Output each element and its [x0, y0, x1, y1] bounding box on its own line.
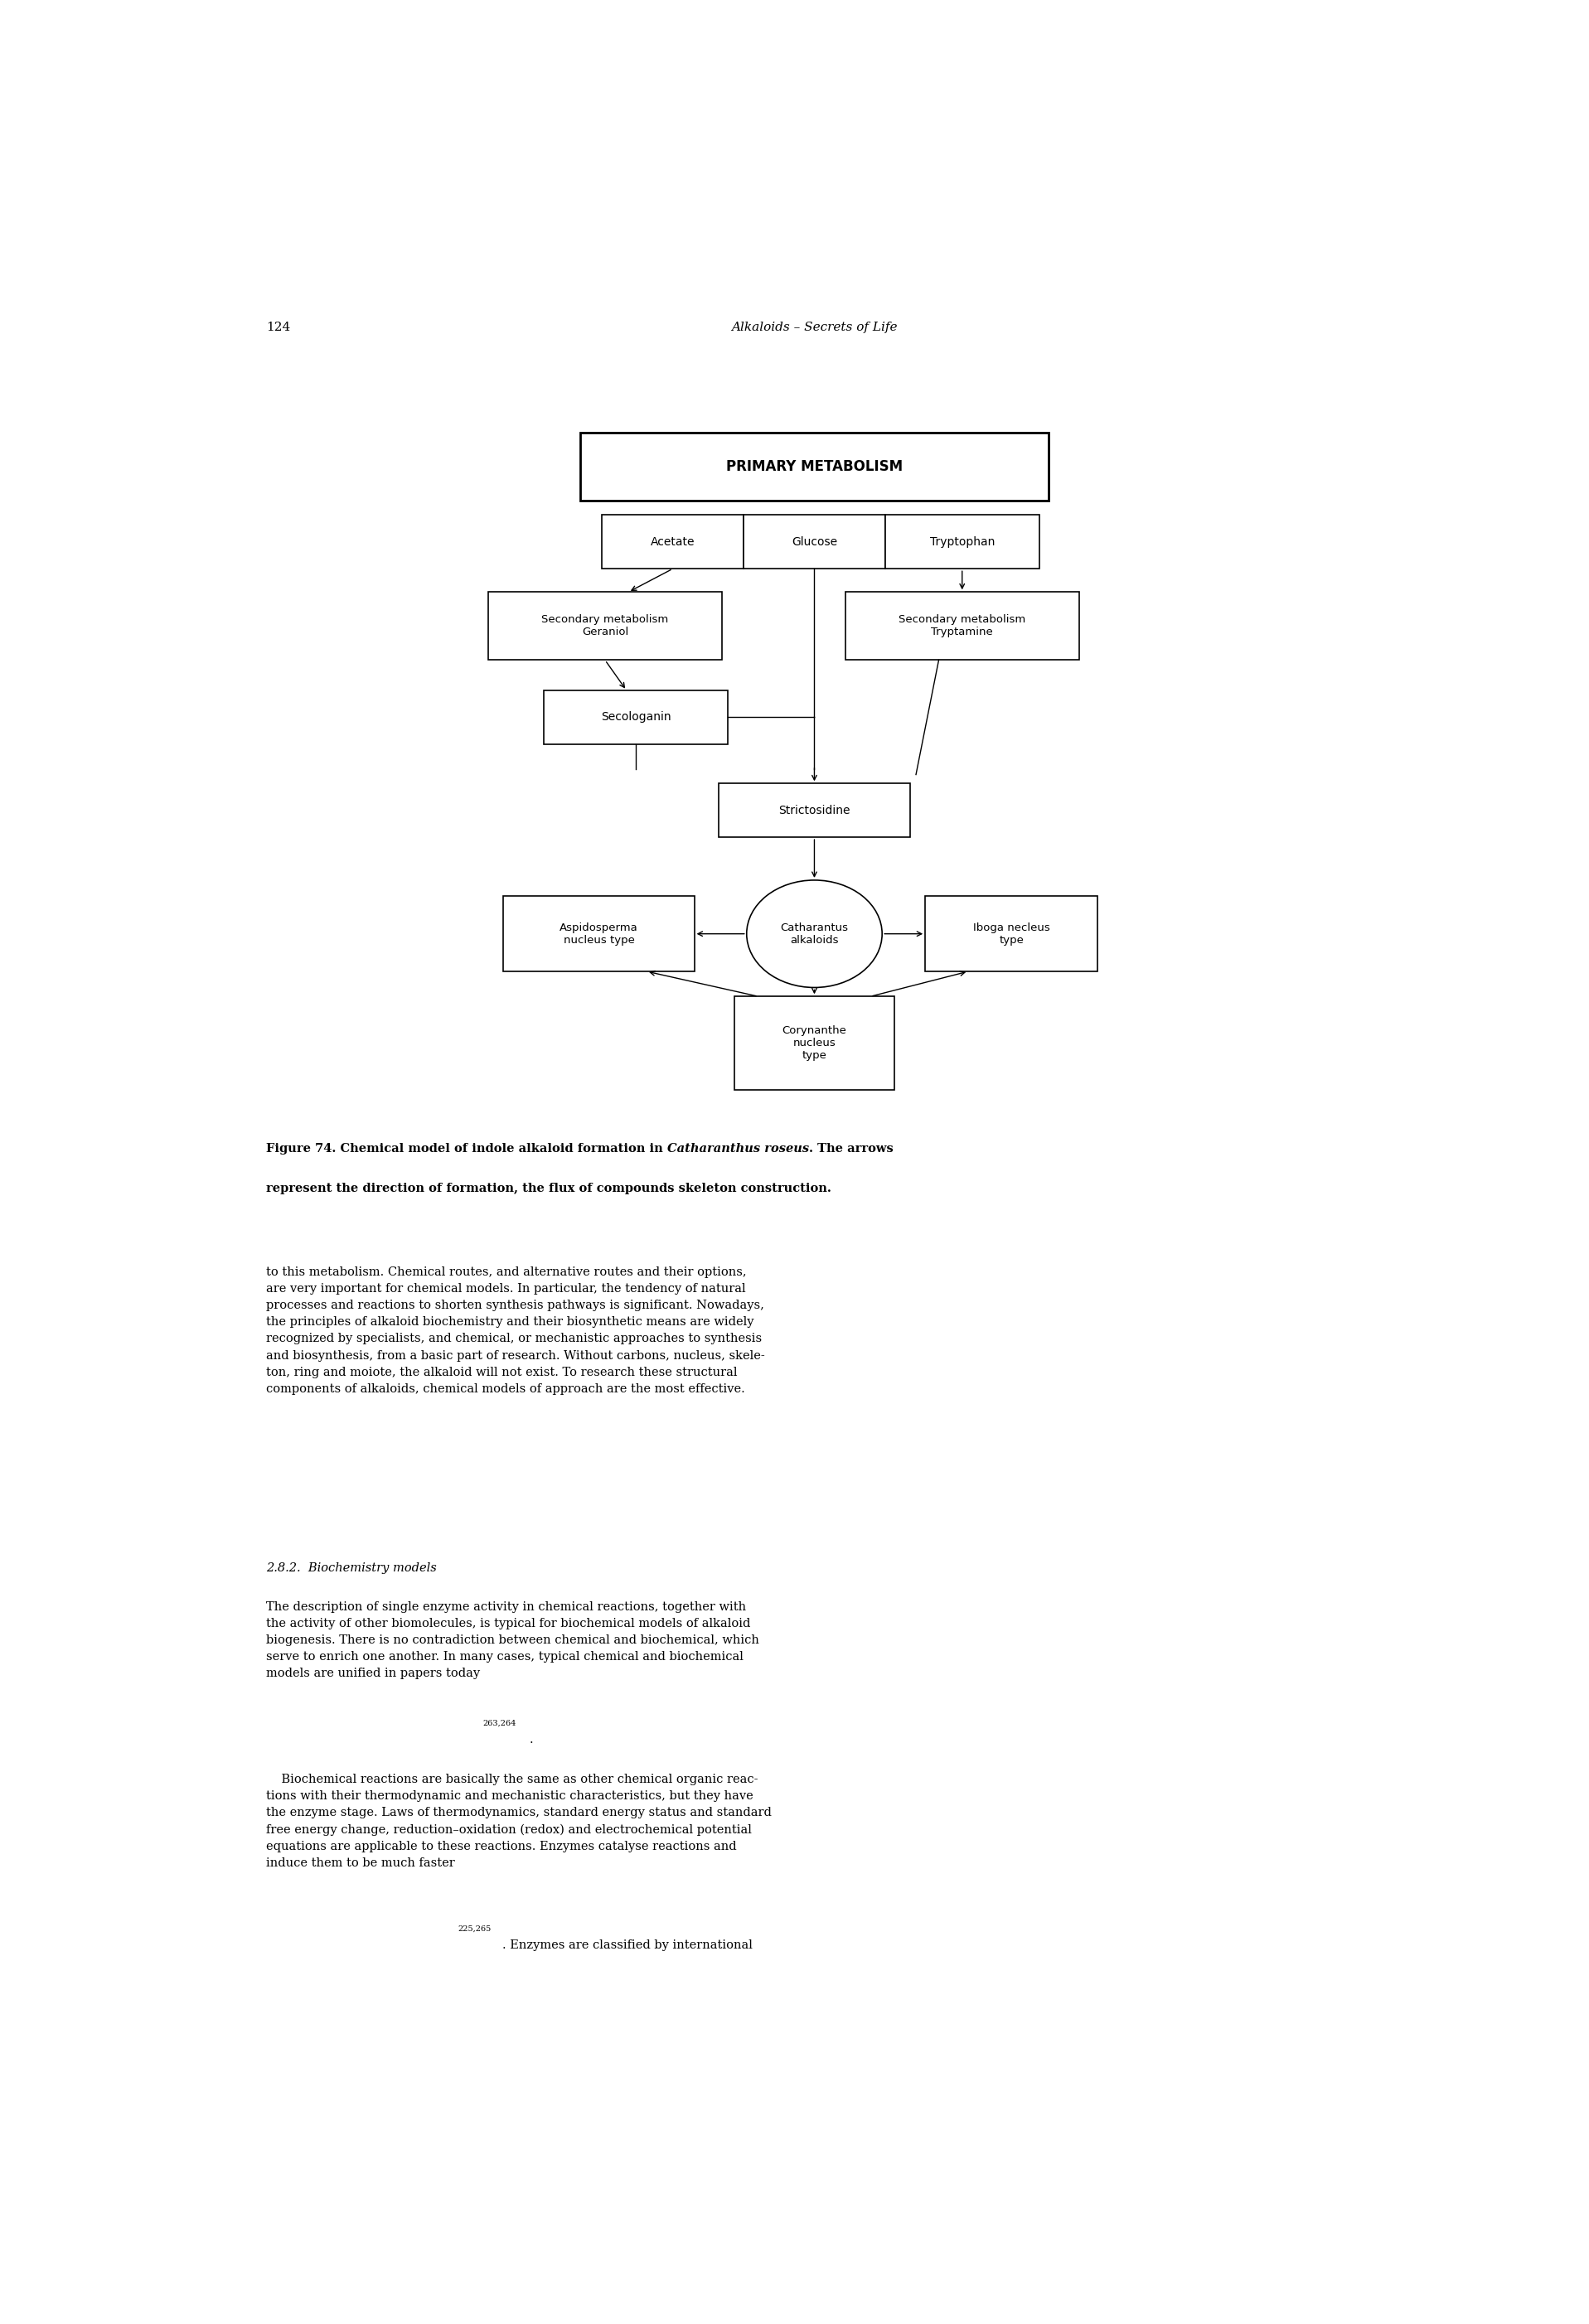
Text: represent the direction of formation, the flux of compounds skeleton constructio: represent the direction of formation, th…: [267, 1183, 831, 1195]
Bar: [504, 897, 694, 971]
Bar: [744, 516, 885, 569]
Bar: [925, 897, 1098, 971]
Text: The description of single enzyme activity in chemical reactions, together with
t: The description of single enzyme activit…: [267, 1601, 760, 1680]
Bar: [543, 690, 728, 744]
Text: Secondary metabolism
Tryptamine: Secondary metabolism Tryptamine: [899, 614, 1025, 637]
Text: Biochemical reactions are basically the same as other chemical organic reac-
tio: Biochemical reactions are basically the …: [267, 1773, 772, 1868]
Text: Figure 74. Chemical model of indole alkaloid formation in: Figure 74. Chemical model of indole alka…: [267, 1143, 667, 1155]
Text: PRIMARY METABOLISM: PRIMARY METABOLISM: [726, 460, 903, 474]
Text: .: .: [529, 1734, 534, 1745]
Text: Tryptophan: Tryptophan: [930, 537, 995, 548]
Text: to this metabolism. Chemical routes, and alternative routes and their options,
a: to this metabolism. Chemical routes, and…: [267, 1267, 766, 1394]
Text: Secondary metabolism
Geraniol: Secondary metabolism Geraniol: [542, 614, 669, 637]
Text: 263,264: 263,264: [483, 1720, 516, 1727]
Text: Strictosidine: Strictosidine: [779, 804, 850, 816]
Text: . The arrows: . The arrows: [809, 1143, 893, 1155]
Text: . Enzymes are classified by international: . Enzymes are classified by internationa…: [502, 1941, 752, 1952]
Text: Acetate: Acetate: [650, 537, 694, 548]
Bar: [734, 997, 895, 1090]
Text: Alkaloids – Secrets of Life: Alkaloids – Secrets of Life: [731, 321, 898, 332]
Text: 124: 124: [267, 321, 291, 332]
Text: Catharantus
alkaloids: Catharantus alkaloids: [780, 923, 849, 946]
Text: 2.8.2.  Biochemistry models: 2.8.2. Biochemistry models: [267, 1562, 437, 1573]
Text: Corynanthe
nucleus
type: Corynanthe nucleus type: [782, 1025, 847, 1060]
Bar: [602, 516, 744, 569]
Bar: [845, 593, 1079, 660]
Text: Secologanin: Secologanin: [601, 711, 671, 723]
Text: Iboga necleus
type: Iboga necleus type: [972, 923, 1050, 946]
Bar: [488, 593, 721, 660]
Bar: [580, 432, 1049, 500]
Bar: [885, 516, 1039, 569]
Text: Catharanthus roseus: Catharanthus roseus: [667, 1143, 809, 1155]
Ellipse shape: [747, 881, 882, 988]
Text: 225,265: 225,265: [458, 1924, 491, 1934]
Text: Glucose: Glucose: [791, 537, 837, 548]
Text: induce them to be much faster: induce them to be much faster: [267, 1773, 454, 1785]
Text: models are unified in papers today: models are unified in papers today: [267, 1601, 480, 1613]
Bar: [718, 783, 910, 837]
Text: Aspidosperma
nucleus type: Aspidosperma nucleus type: [559, 923, 639, 946]
